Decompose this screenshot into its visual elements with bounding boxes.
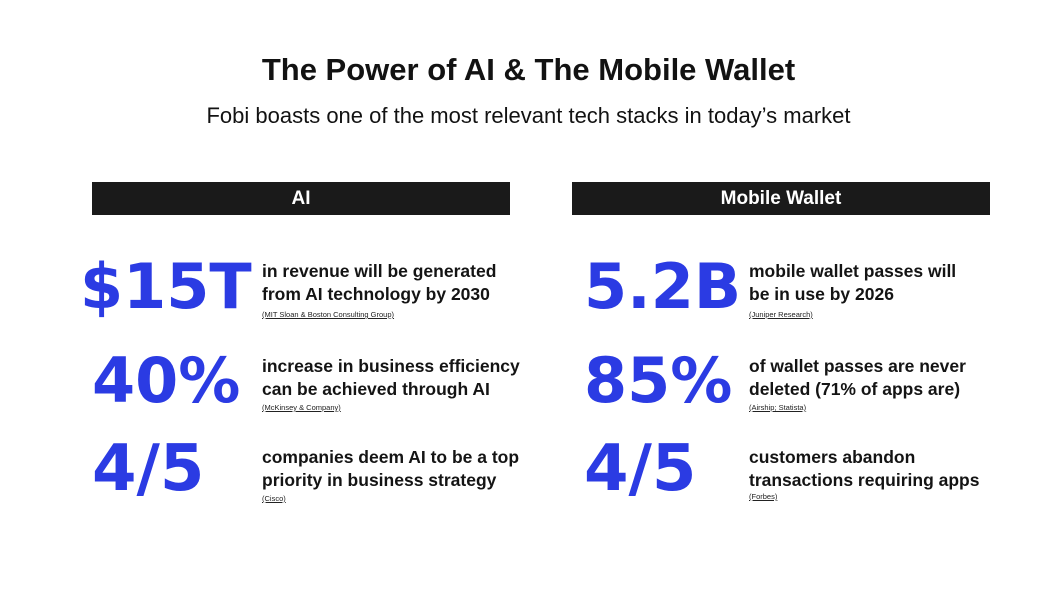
ai-stat-desc-revenue: in revenue will be generated from AI tec… — [262, 260, 496, 306]
ai-stat-source-revenue[interactable]: (MIT Sloan & Boston Consulting Group) — [262, 310, 395, 319]
mw-stat-source-never-deleted[interactable]: (Airship; Statista) — [749, 403, 807, 412]
ai-stat-desc-line: priority in business strategy — [262, 470, 497, 490]
mw-stat-value-passes: 5.2B — [584, 250, 742, 323]
page-subtitle: Fobi boasts one of the most relevant tec… — [206, 103, 851, 128]
ai-stat-desc-priority: companies deem AI to be a top priority i… — [262, 446, 519, 492]
ai-stat-desc-line: from AI technology by 2030 — [262, 284, 490, 304]
mw-stat-value-abandon: 4/5 — [584, 432, 697, 506]
ai-stat-desc-efficiency: increase in business efficiency can be a… — [262, 355, 520, 401]
mobile-wallet-column-header: Mobile Wallet — [572, 182, 990, 215]
mw-stat-desc-line: deleted (71% of apps are) — [749, 379, 961, 399]
ai-stat-source-efficiency[interactable]: (McKinsey & Company) — [262, 403, 341, 412]
ai-column-header: AI — [92, 182, 510, 215]
ai-stat-desc-line: increase in business efficiency — [262, 356, 520, 376]
ai-stat-desc-line: companies deem AI to be a top — [262, 447, 520, 467]
mw-stat-desc-passes: mobile wallet passes will be in use by 2… — [749, 260, 956, 306]
page-title: The Power of AI & The Mobile Wallet — [261, 52, 796, 87]
mw-stat-desc-line: customers abandon — [749, 447, 916, 467]
ai-stat-value-efficiency: 40% — [92, 344, 241, 417]
mw-stat-desc-line: of wallet passes are never — [749, 356, 966, 376]
mw-stat-desc-never-deleted: of wallet passes are never deleted (71% … — [749, 355, 966, 401]
mw-stat-source-abandon[interactable]: (Forbes) — [749, 492, 778, 501]
mw-stat-desc-abandon: customers abandon transactions requiring… — [749, 446, 979, 492]
mw-stat-desc-line: be in use by 2026 — [749, 284, 894, 304]
ai-stat-value-priority: 4/5 — [92, 432, 205, 506]
mw-stat-desc-line: transactions requiring apps — [749, 470, 980, 490]
ai-stat-source-priority[interactable]: (Cisco) — [262, 494, 286, 503]
ai-stat-value-revenue: $15T — [80, 250, 252, 323]
mw-stat-value-never-deleted: 85% — [584, 344, 733, 417]
mw-stat-desc-line: mobile wallet passes will — [749, 261, 957, 281]
mw-stat-source-passes[interactable]: (Juniper Research) — [749, 310, 813, 319]
ai-stat-desc-line: in revenue will be generated — [262, 261, 497, 281]
ai-stat-desc-line: can be achieved through AI — [262, 379, 490, 399]
